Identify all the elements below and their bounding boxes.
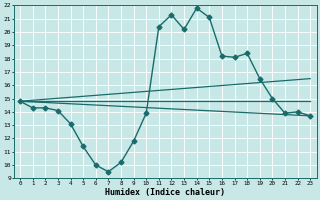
X-axis label: Humidex (Indice chaleur): Humidex (Indice chaleur): [105, 188, 225, 197]
